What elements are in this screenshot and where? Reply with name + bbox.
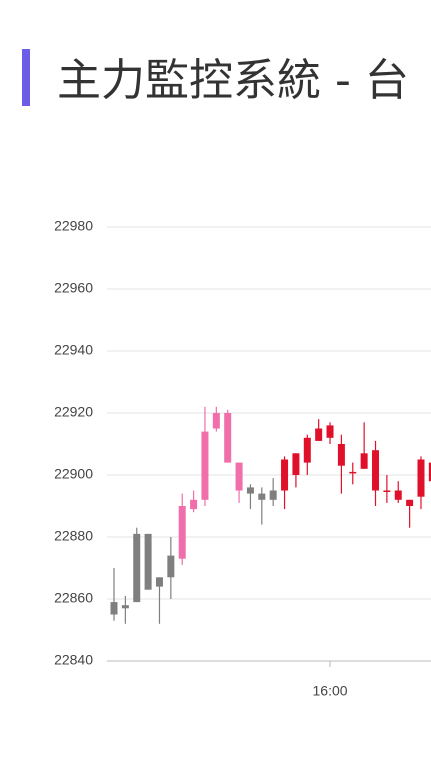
candle-body (144, 533, 152, 590)
candle-body (326, 425, 334, 438)
candle-body (394, 490, 402, 500)
title-accent (22, 49, 30, 106)
y-tick-label: 22940 (54, 342, 93, 358)
candle-body (178, 506, 186, 559)
candle-body (303, 437, 311, 463)
candle-body (406, 499, 414, 506)
candle-body (281, 459, 289, 491)
candle-body (121, 605, 129, 609)
candle-body (372, 450, 380, 491)
candle-body (383, 490, 391, 492)
y-tick-label: 22920 (54, 404, 93, 420)
y-tick-label: 22840 (54, 652, 93, 668)
candle-body (315, 428, 323, 441)
y-tick-label: 22880 (54, 528, 93, 544)
candle-body (133, 533, 141, 603)
candle-body (417, 459, 425, 497)
candle-body (190, 499, 198, 510)
candle-body (235, 462, 243, 491)
candle-body (201, 431, 209, 500)
y-tick-label: 22960 (54, 280, 93, 296)
page-title: 主力監控系統 - 台 (57, 55, 409, 106)
candle-body (292, 453, 300, 475)
candle-body (110, 602, 118, 615)
candle-body (360, 453, 368, 469)
y-tick-label: 22900 (54, 466, 93, 482)
candle-body (349, 471, 357, 474)
candle-body (258, 493, 266, 500)
candle-body (337, 444, 345, 466)
candle-body (246, 487, 254, 494)
y-tick-label: 22860 (54, 590, 93, 606)
candle-body (167, 555, 175, 578)
candle-body (428, 462, 431, 482)
candle-body (155, 577, 163, 587)
candle-body (224, 413, 232, 463)
candle-body (212, 413, 220, 429)
y-tick-label: 22980 (54, 218, 93, 234)
candle-body (269, 490, 277, 500)
x-tick-label: 16:00 (313, 683, 348, 699)
